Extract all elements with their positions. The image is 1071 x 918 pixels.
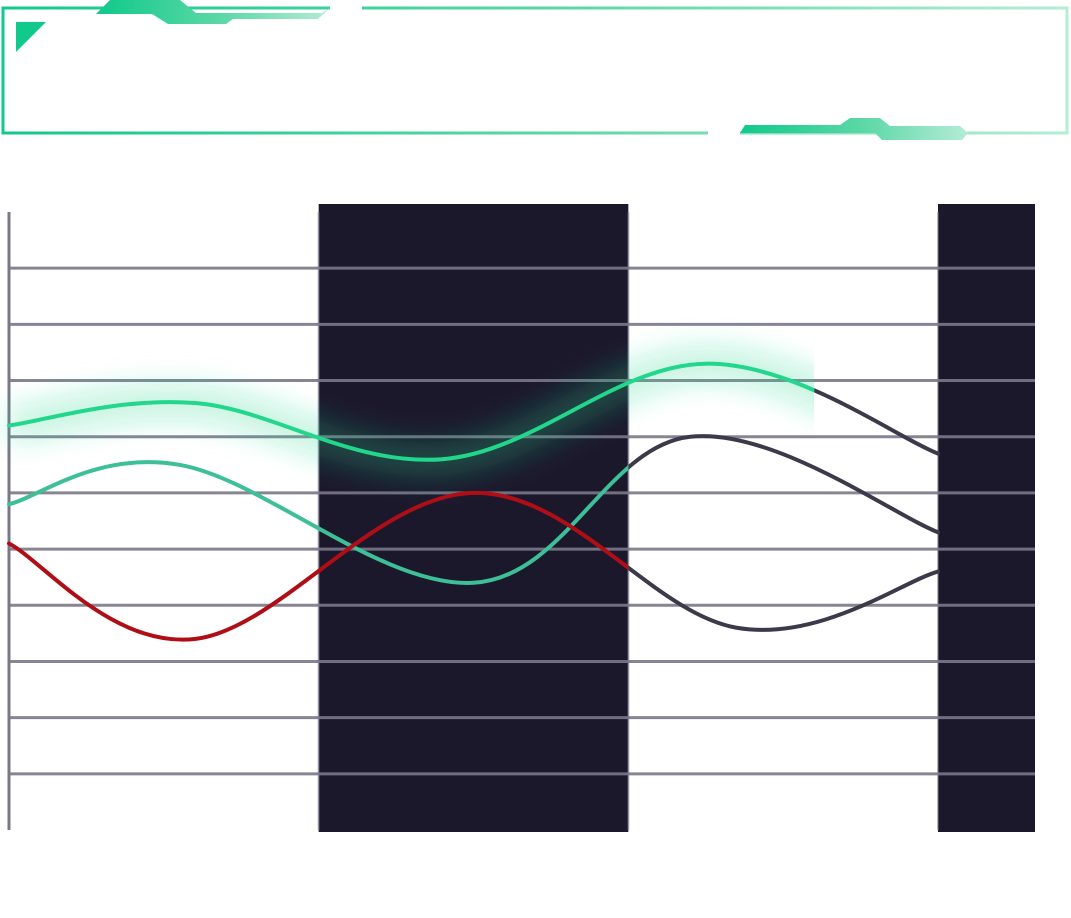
frame-border (1, 6, 1069, 135)
frame-tab-bottom (740, 118, 968, 140)
series-lines (7, 361, 940, 642)
series-red-line-muted (628, 565, 940, 632)
shaded-bands (318, 204, 1035, 832)
frame-corner-triangle (16, 22, 46, 52)
series-teal-line (7, 460, 629, 585)
series-teal-line-muted (628, 434, 940, 535)
header-frame (1, 0, 1069, 140)
shaded-band-2 (938, 204, 1035, 832)
shaded-band-1 (318, 204, 629, 832)
grid-lines (7, 212, 1035, 830)
series-red-line (7, 490, 629, 642)
frame-tab-top (96, 0, 330, 24)
series-green-line (7, 361, 815, 462)
